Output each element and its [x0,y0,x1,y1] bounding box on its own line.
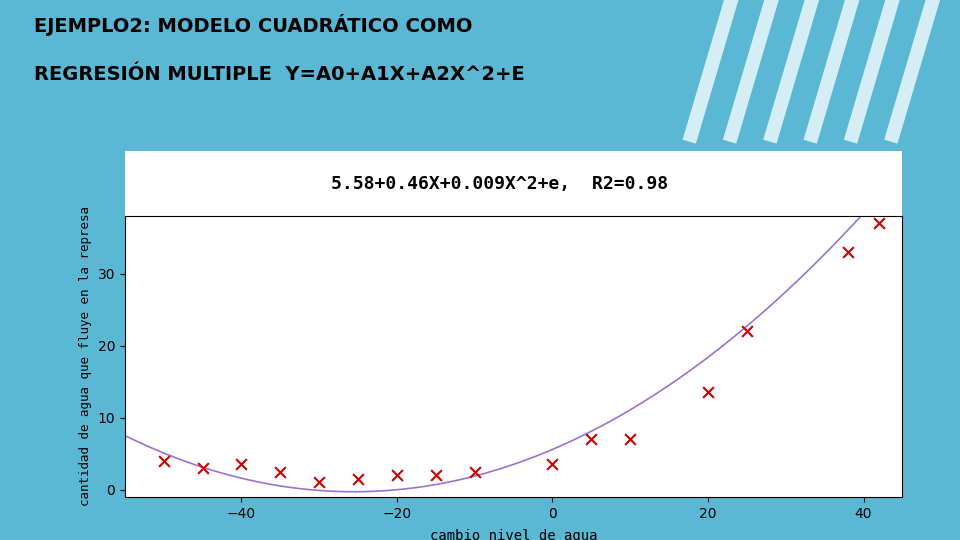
Point [195,464,210,472]
Point [701,388,716,397]
Text: 5.58+0.46X+0.009X^2+e,  R2=0.98: 5.58+0.46X+0.009X^2+e, R2=0.98 [330,174,668,193]
Point [156,456,172,465]
Point [872,219,887,227]
X-axis label: cambio nivel de agua: cambio nivel de agua [430,529,597,540]
Point [545,460,561,469]
Point [584,435,599,443]
Point [468,467,483,476]
Point [311,478,326,487]
Point [840,248,855,256]
Point [350,475,366,483]
Point [623,435,638,443]
Text: REGRESIÓN MULTIPLE  Y=A0+A1X+A2X^2+E: REGRESIÓN MULTIPLE Y=A0+A1X+A2X^2+E [34,65,524,84]
Point [739,327,755,335]
Point [428,471,444,480]
Text: EJEMPLO2: MODELO CUADRÁTICO COMO: EJEMPLO2: MODELO CUADRÁTICO COMO [34,14,472,36]
Point [234,460,250,469]
Point [273,467,288,476]
Y-axis label: cantidad de agua que fluye en la represa: cantidad de agua que fluye en la represa [79,206,92,507]
Point [390,471,405,480]
